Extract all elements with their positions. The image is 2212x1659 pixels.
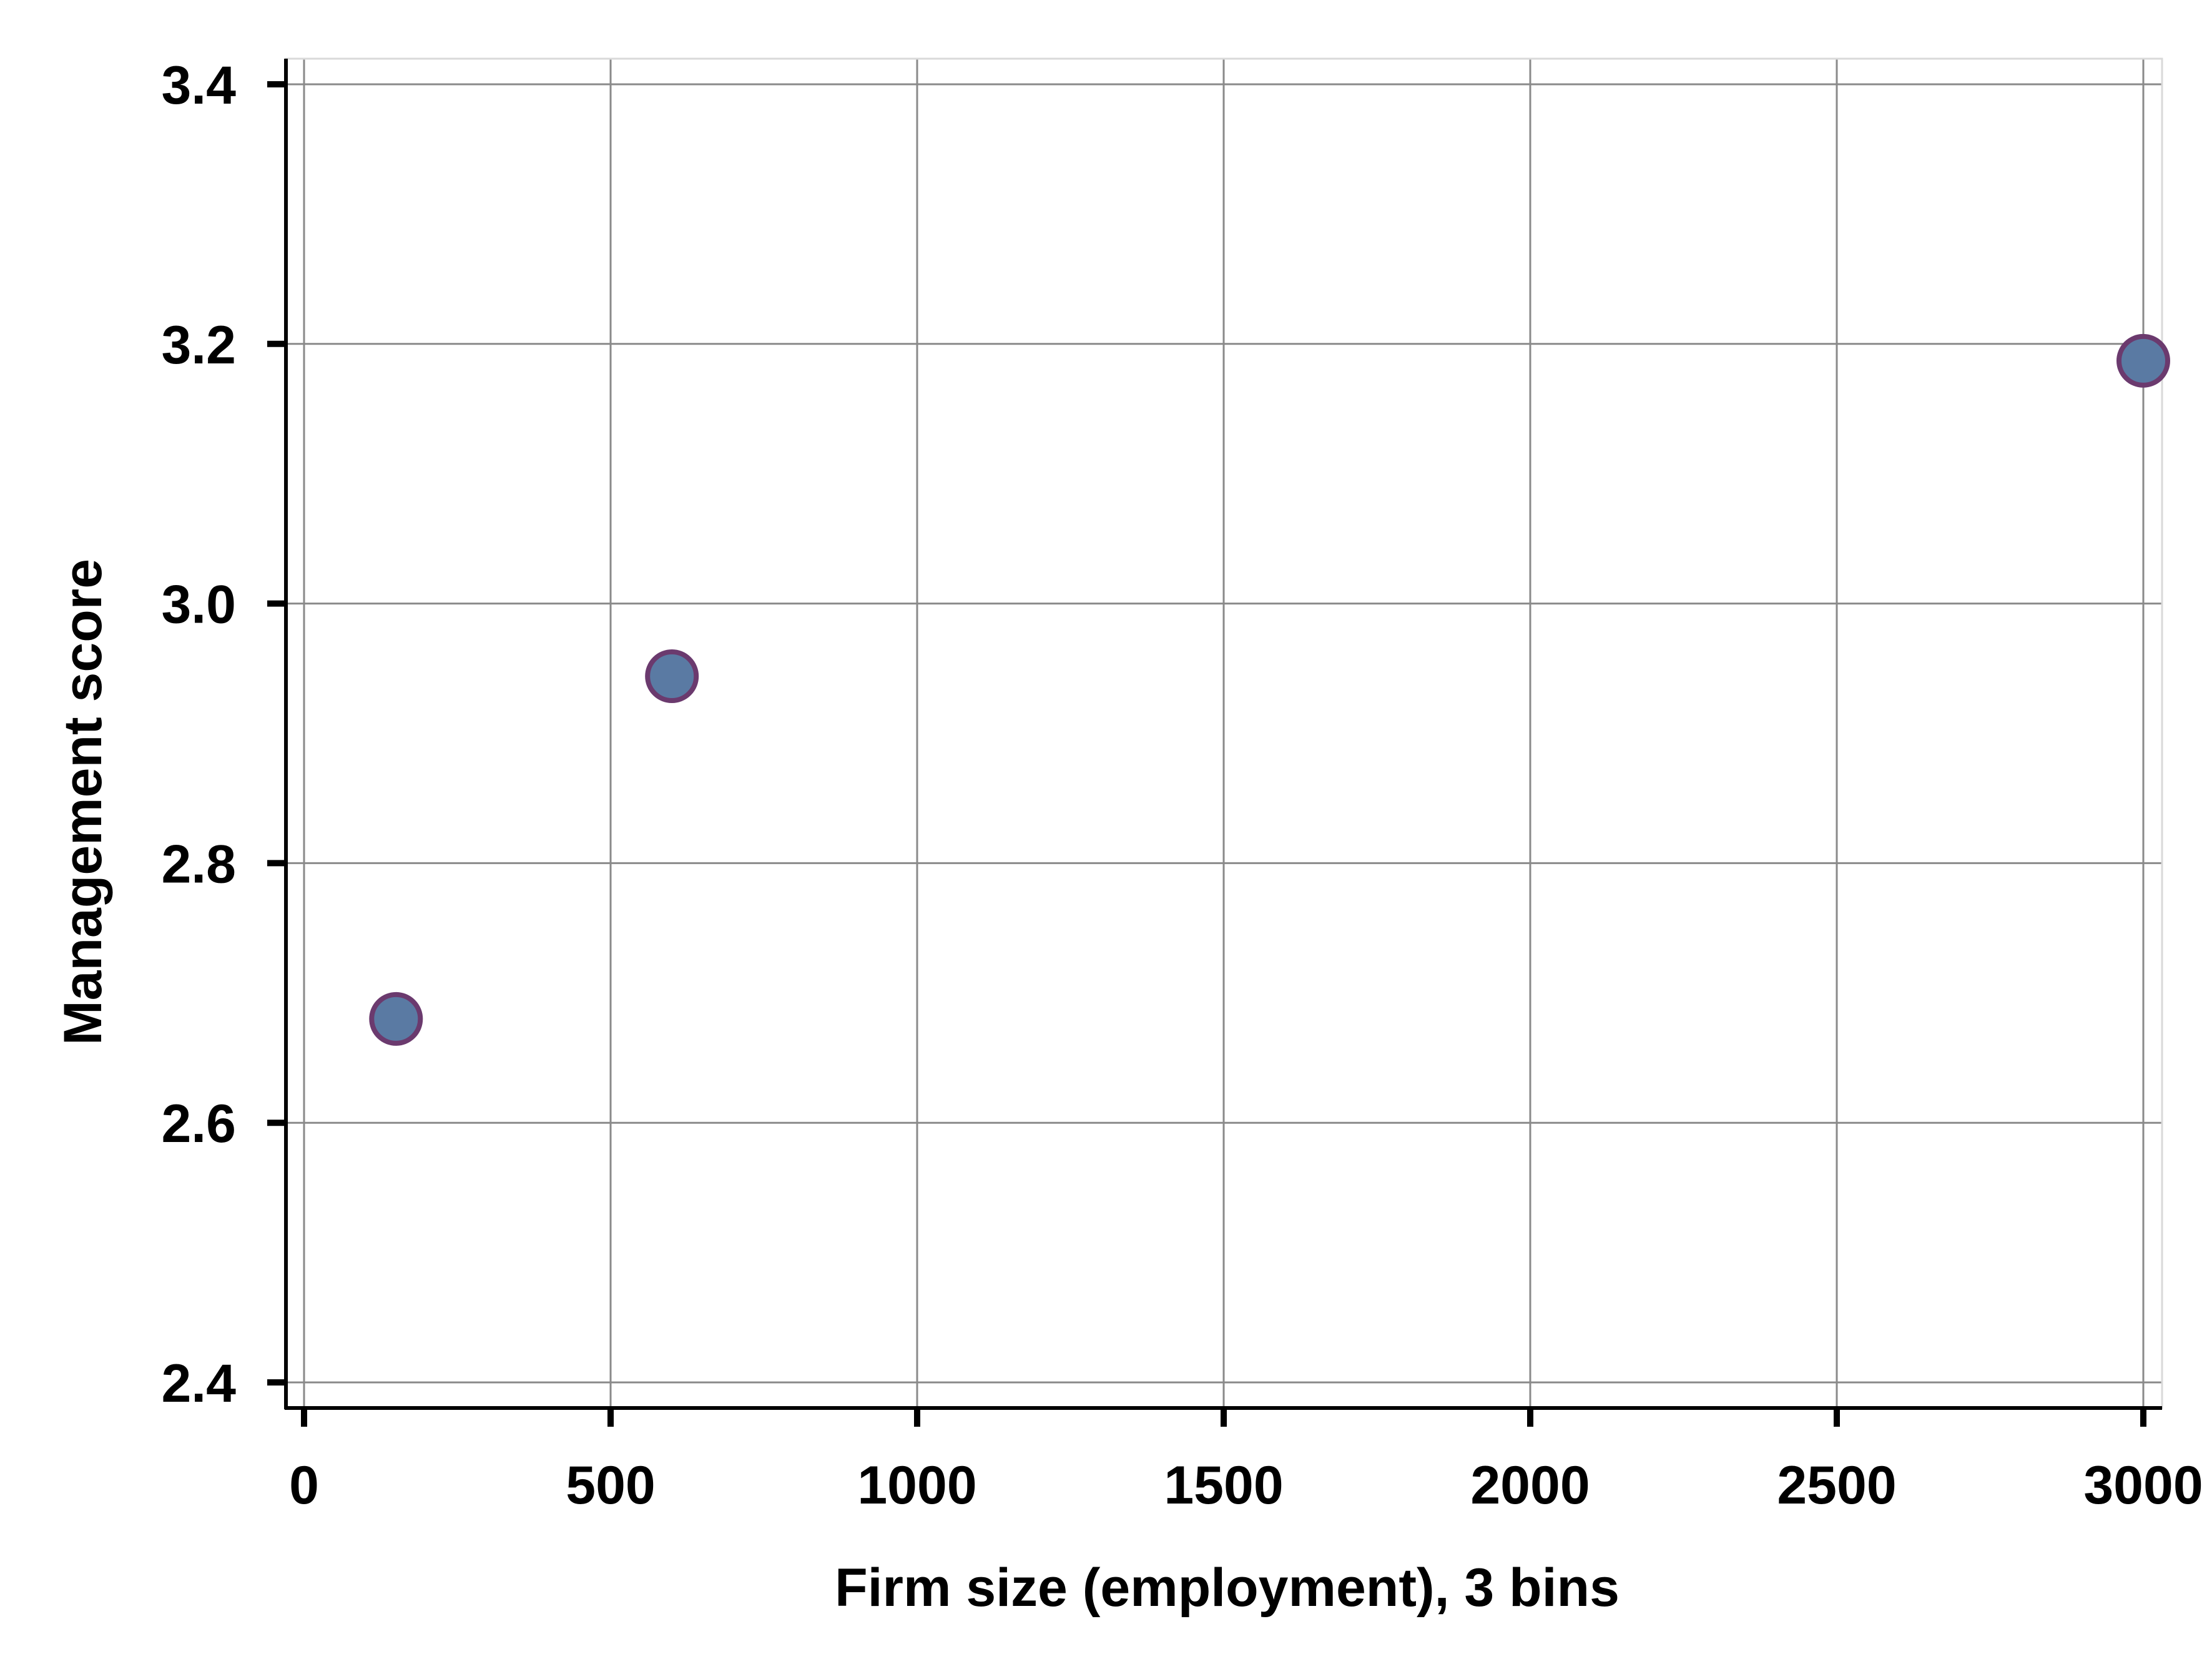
x-tick-label: 500 [566,1455,656,1515]
x-tick-label: 2000 [1470,1455,1590,1515]
data-point [2116,333,2170,388]
y-tick-label: 2.8 [161,834,236,894]
data-point [645,649,699,704]
y-tick-label: 3.4 [161,56,236,116]
y-tick-label: 2.6 [161,1094,236,1154]
y-tick-label: 3.2 [161,315,236,375]
x-tick-label: 2500 [1777,1455,1896,1515]
x-axis-ticks: 0 500 1000 1500 2000 2500 3000 [289,1408,2203,1515]
y-tick-label: 2.4 [161,1354,236,1414]
y-tick-label: 3.0 [161,575,236,635]
x-tick-label: 1000 [857,1455,976,1515]
x-tick-label: 1500 [1164,1455,1283,1515]
data-points [369,333,2170,1046]
x-tick-label: 0 [289,1455,319,1515]
x-axis-title: Firm size (employment), 3 bins [835,1558,1620,1618]
y-axis-ticks: 2.4 2.6 2.8 3.0 3.2 3.4 [161,56,286,1414]
data-point [369,992,423,1046]
x-tick-label: 3000 [2083,1455,2203,1515]
gridlines [286,59,2162,1408]
y-axis-title: Management score [53,559,113,1045]
